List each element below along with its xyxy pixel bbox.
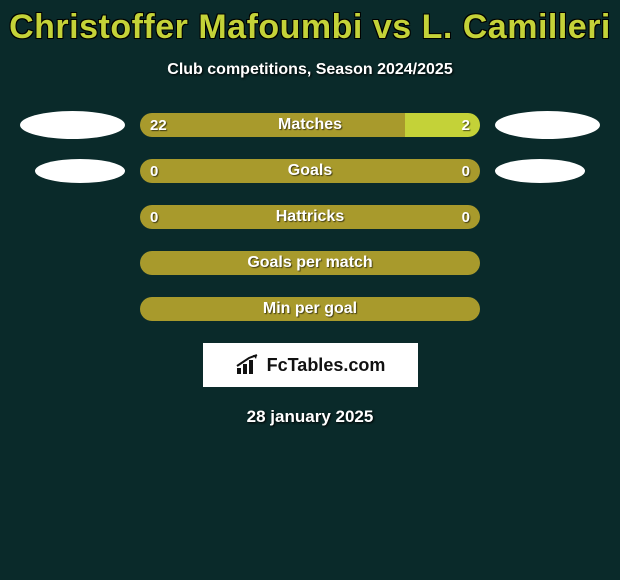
player-left-indicator xyxy=(20,111,125,139)
stat-label: Goals per match xyxy=(140,251,480,275)
stat-bar: 222Matches xyxy=(140,113,480,137)
stat-label: Min per goal xyxy=(140,297,480,321)
stat-bar: 00Hattricks xyxy=(140,205,480,229)
stat-row: Min per goal xyxy=(0,297,620,321)
stat-row: 00Hattricks xyxy=(0,205,620,229)
stat-row: 00Goals xyxy=(0,159,620,183)
logo-text: FcTables.com xyxy=(267,355,386,376)
stat-label: Hattricks xyxy=(140,205,480,229)
player-right-indicator xyxy=(495,159,585,183)
comparison-subtitle: Club competitions, Season 2024/2025 xyxy=(0,61,620,79)
stat-rows-container: 222Matches 00Goals 00Hattricks Goals per ma… xyxy=(0,113,620,321)
fctables-logo: FcTables.com xyxy=(203,343,418,387)
stat-label: Matches xyxy=(140,113,480,137)
player-left-indicator xyxy=(35,159,125,183)
stat-bar: Min per goal xyxy=(140,297,480,321)
stat-label: Goals xyxy=(140,159,480,183)
player-right-indicator xyxy=(495,111,600,139)
stat-row: Goals per match xyxy=(0,251,620,275)
chart-icon xyxy=(235,354,261,376)
comparison-title: Christoffer Mafoumbi vs L. Camilleri xyxy=(0,0,620,47)
stat-bar: 00Goals xyxy=(140,159,480,183)
stat-bar: Goals per match xyxy=(140,251,480,275)
stat-row: 222Matches xyxy=(0,113,620,137)
snapshot-date: 28 january 2025 xyxy=(0,407,620,427)
